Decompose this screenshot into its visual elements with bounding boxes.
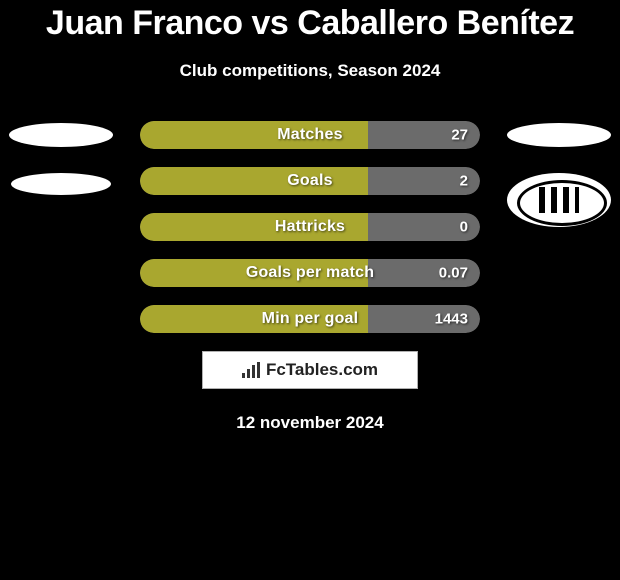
- stat-label: Matches: [140, 126, 480, 144]
- libertad-stripes-icon: [539, 187, 579, 213]
- stat-bar: Hattricks0: [140, 213, 480, 241]
- brand-text: FcTables.com: [266, 360, 378, 380]
- stat-value-right: 27: [451, 127, 468, 144]
- stat-value-right: 1443: [435, 311, 468, 328]
- page-title: Juan Franco vs Caballero Benítez: [0, 4, 620, 43]
- left-player-logo: [9, 123, 113, 147]
- right-logos: [504, 121, 614, 227]
- stat-value-right: 2: [460, 173, 468, 190]
- subtitle: Club competitions, Season 2024: [0, 61, 620, 81]
- stat-value-right: 0: [460, 219, 468, 236]
- stat-bar: Matches27: [140, 121, 480, 149]
- right-club-logo: [507, 173, 611, 227]
- stat-label: Hattricks: [140, 218, 480, 236]
- stat-label: Goals: [140, 172, 480, 190]
- right-player-logo: [507, 123, 611, 147]
- stat-value-right: 0.07: [439, 265, 468, 282]
- stat-bar: Goals2: [140, 167, 480, 195]
- left-logos: [6, 121, 116, 195]
- stat-label: Min per goal: [140, 310, 480, 328]
- comparison-panel: Matches27 Goals2 Hattricks0 Goals per match…: [0, 121, 620, 333]
- stat-label: Goals per match: [140, 264, 480, 282]
- stat-bar: Min per goal1443: [140, 305, 480, 333]
- brand-badge: FcTables.com: [202, 351, 418, 389]
- date-label: 12 november 2024: [0, 413, 620, 433]
- left-club-logo: [11, 173, 111, 195]
- brand-chart-icon: [242, 362, 262, 378]
- stat-bar: Goals per match0.07: [140, 259, 480, 287]
- stat-bars: Matches27 Goals2 Hattricks0 Goals per match…: [140, 121, 480, 333]
